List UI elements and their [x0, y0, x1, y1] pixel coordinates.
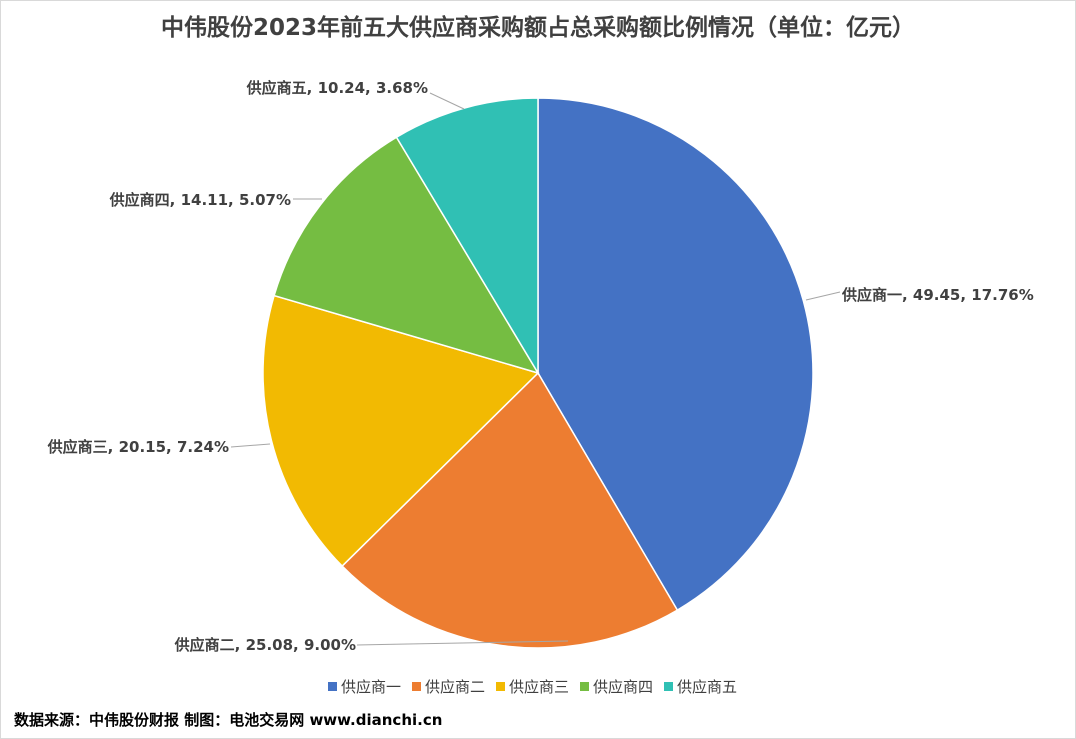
legend-item-3: 供应商三	[496, 678, 569, 696]
legend-swatch-1	[328, 682, 337, 691]
leader-line-5	[429, 92, 465, 110]
legend-swatch-3	[496, 682, 505, 691]
pie-slice-5	[395, 97, 539, 376]
data-labels: 供应商一, 49.45, 17.76% 供应商二, 25.08, 9.00% 供应商…	[47, 79, 1034, 654]
legend-label-3: 供应商三	[509, 678, 569, 696]
legend-label-5: 供应商五	[677, 678, 737, 696]
legend-swatch-4	[580, 682, 589, 691]
legend-label-4: 供应商四	[593, 678, 653, 696]
chart-title: 中伟股份2023年前五大供应商采购额占总采购额比例情况（单位：亿元）	[161, 14, 915, 41]
leader-line-2	[356, 640, 569, 646]
pie-slice-4	[273, 136, 540, 375]
pie-slices	[262, 97, 814, 649]
legend-swatch-5	[664, 682, 673, 691]
legend-item-5: 供应商五	[664, 678, 737, 696]
label-leader-lines	[230, 92, 841, 646]
pie-slice-1	[537, 97, 814, 612]
leader-line-1	[805, 291, 841, 301]
data-label-5: 供应商五, 10.24, 3.68%	[246, 79, 428, 97]
legend-item-2: 供应商二	[412, 678, 485, 696]
source-note: 数据来源：中伟股份财报 制图：电池交易网 www.dianchi.cn	[14, 711, 442, 729]
legend-item-1: 供应商一	[328, 678, 401, 696]
legend-swatch-2	[412, 682, 421, 691]
data-label-1: 供应商一, 49.45, 17.76%	[841, 286, 1034, 304]
legend-label-2: 供应商二	[425, 678, 485, 696]
pie-slice-2	[341, 371, 679, 649]
legend-item-4: 供应商四	[580, 678, 653, 696]
legend-label-1: 供应商一	[341, 678, 401, 696]
pie-slice-3	[262, 294, 540, 568]
leader-line-3	[230, 443, 271, 448]
data-label-4: 供应商四, 14.11, 5.07%	[109, 191, 291, 209]
legend: 供应商一 供应商二 供应商三 供应商四 供应商五	[328, 678, 737, 696]
data-label-2: 供应商二, 25.08, 9.00%	[174, 636, 356, 654]
data-label-3: 供应商三, 20.15, 7.24%	[47, 438, 229, 456]
